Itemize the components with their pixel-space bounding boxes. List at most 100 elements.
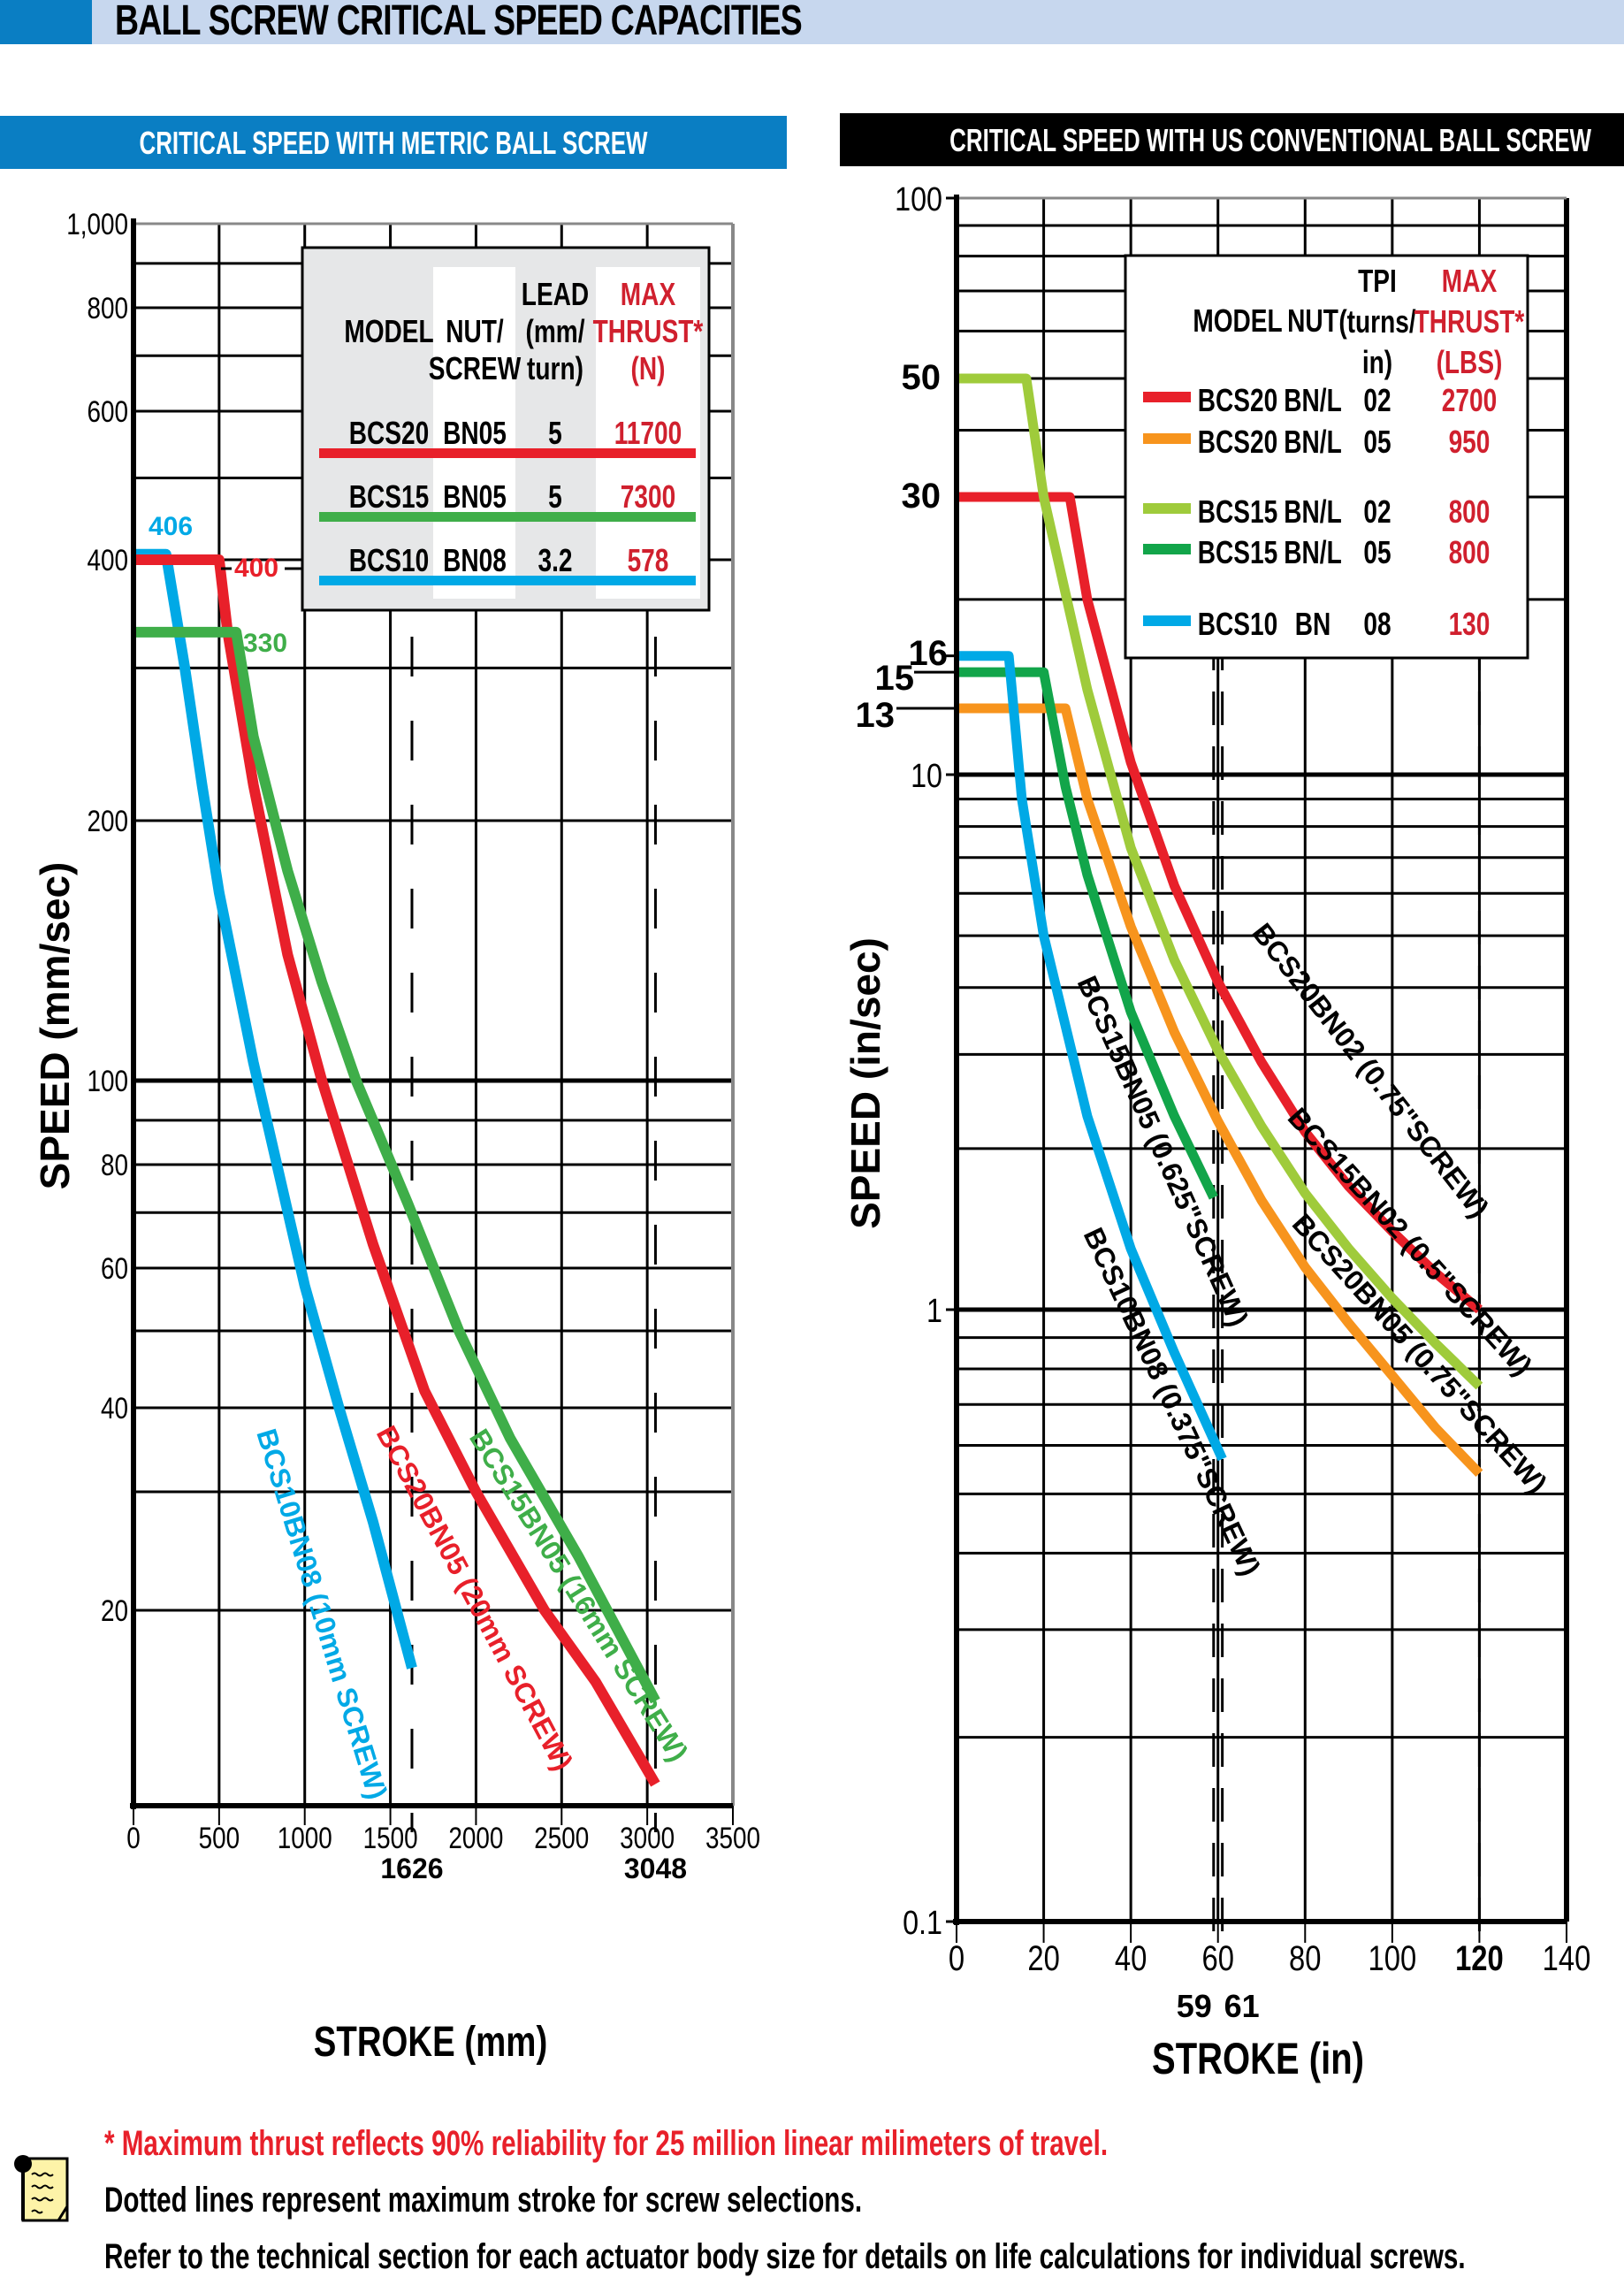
x-tick-label: 100 (1369, 1938, 1417, 1978)
series-label: BCS10BN08 (0.375"SCREW) (1078, 1223, 1267, 1581)
legend-header: MODEL (1193, 303, 1282, 339)
x-tick-label: 20 (1027, 1938, 1059, 1978)
x-tick-label: 40 (1115, 1938, 1147, 1978)
y-tick-label: 800 (87, 291, 128, 325)
max-speed-label: 400 (234, 554, 278, 583)
legend-header: LEAD (522, 277, 589, 312)
us-chart-banner-text: CRITICAL SPEED WITH US CONVENTIONAL BALL… (949, 122, 1591, 158)
legend-nut: BN/L (1284, 383, 1341, 418)
y-callout-label: 13 (856, 696, 896, 735)
max-stroke-label: 3048 (624, 1853, 687, 1884)
metric-chart-banner: CRITICAL SPEED WITH METRIC BALL SCREW (0, 116, 787, 169)
series-label: BCS10BN08 (10mm SCREW) (250, 1425, 393, 1803)
title-accent-block (0, 0, 92, 44)
max-stroke-label: 61 (1224, 1988, 1260, 2024)
legend-tpi: 08 (1363, 607, 1391, 642)
y-callout-label: 15 (875, 659, 915, 698)
page-title: BALL SCREW CRITICAL SPEED CAPACITIES (115, 0, 803, 44)
legend-nut: BN05 (443, 416, 507, 451)
legend-nut: BN05 (443, 479, 507, 515)
x-tick-label: 3500 (705, 1821, 760, 1854)
legend-thrust: 2700 (1442, 383, 1497, 418)
series-line (133, 548, 417, 1670)
legend-swatch (1143, 503, 1191, 514)
us-chart-banner: CRITICAL SPEED WITH US CONVENTIONAL BALL… (840, 113, 1624, 166)
legend-swatch (1143, 544, 1191, 554)
legend-lead: 5 (548, 479, 562, 515)
legend-nut: BN/L (1284, 535, 1341, 570)
x-axis-title: STROKE (in) (1152, 2034, 1364, 2083)
legend-model: BCS10 (1198, 607, 1277, 642)
legend-header: MAX (621, 277, 676, 312)
legend-swatch (1143, 615, 1191, 626)
y-tick-label: 0.1 (903, 1905, 942, 1942)
legend-lead: 3.2 (538, 543, 572, 578)
y-tick-label: 10 (911, 758, 942, 795)
legend-model: BCS20 (1198, 383, 1277, 418)
legend-tpi: 05 (1363, 424, 1391, 460)
x-tick-label: 80 (1289, 1938, 1321, 1978)
legend-model: BCS15 (1198, 494, 1278, 530)
series-line (133, 554, 660, 1787)
legend-tpi: 02 (1363, 383, 1391, 418)
legend-thrust: 130 (1449, 607, 1491, 642)
legend-header: (turns/ (1338, 304, 1415, 340)
legend-nut: BN (1295, 607, 1331, 642)
legend-header: THRUST* (1414, 304, 1525, 340)
legend-header: NUT (1287, 303, 1338, 339)
y-tick-label: 200 (87, 804, 128, 837)
series-line (133, 626, 660, 1704)
max-stroke-label: 1626 (380, 1853, 443, 1884)
title-bar (0, 0, 1624, 44)
legend-thrust: 950 (1449, 424, 1491, 460)
legend-header: (mm/ (525, 314, 584, 349)
footer-note-dotted: Dotted lines represent maximum stroke fo… (104, 2181, 863, 2220)
series-line (957, 651, 1227, 1462)
legend-lead: 5 (548, 416, 562, 451)
series-label: BCS15BN05 (16mm SCREW) (463, 1424, 694, 1768)
max-stroke-label: 59 (1177, 1988, 1212, 2024)
legend-header: TPI (1358, 264, 1397, 299)
legend-header: MAX (1442, 264, 1498, 299)
metric-chart-banner-text: CRITICAL SPEED WITH METRIC BALL SCREW (139, 125, 648, 161)
legend-thrust: 578 (628, 543, 669, 578)
series-line (957, 703, 1483, 1478)
legend-swatch (319, 576, 696, 585)
y-axis-title: SPEED (mm/sec) (32, 862, 78, 1190)
legend-column-bg (596, 267, 700, 599)
y-tick-label: 40 (101, 1391, 128, 1425)
legend-thrust: 7300 (621, 479, 675, 515)
x-tick-label: 500 (199, 1821, 240, 1854)
legend-swatch (1143, 392, 1191, 402)
x-tick-label: 140 (1543, 1938, 1591, 1978)
legend-tpi: 05 (1363, 535, 1391, 570)
y-tick-label: 1,000 (66, 207, 128, 241)
x-tick-label: 0 (126, 1821, 141, 1854)
legend-model: BCS15 (1198, 535, 1278, 570)
legend-model: BCS20 (349, 416, 429, 451)
x-tick-label: 1000 (278, 1821, 332, 1854)
max-speed-label: 406 (149, 512, 193, 541)
legend-nut: BN/L (1284, 424, 1341, 460)
legend-header: (LBS) (1437, 345, 1503, 380)
y-tick-label: 400 (87, 543, 128, 577)
legend-nut: BN/L (1284, 494, 1341, 530)
legend-header: THRUST* (593, 314, 704, 349)
legend-tpi: 02 (1363, 494, 1391, 530)
legend-column-bg (433, 267, 515, 599)
x-tick-label: 120 (1455, 1938, 1504, 1978)
legend-swatch (319, 512, 696, 522)
metric-chart: 1626 3048 MODEL NUT/SCREW LEAD(mm/turn) MAXTH… (32, 207, 760, 2066)
legend-thrust: 800 (1449, 535, 1491, 570)
footer-note-refer: Refer to the technical section for each … (104, 2237, 1466, 2276)
x-tick-label: 60 (1201, 1938, 1233, 1978)
legend-thrust: 11700 (614, 416, 682, 451)
y-callout-label: 50 (902, 358, 942, 397)
legend-model: BCS10 (349, 543, 429, 578)
x-tick-label: 3000 (620, 1821, 675, 1854)
y-tick-label: 20 (101, 1593, 128, 1627)
legend-header: (N) (631, 351, 666, 386)
legend-nut: BN08 (443, 543, 507, 578)
us-chart: 59 61 MODEL NUT TPI (turns/in) MAX THRUST* (LBS)… (842, 181, 1590, 2083)
y-tick-label: 60 (101, 1251, 128, 1285)
